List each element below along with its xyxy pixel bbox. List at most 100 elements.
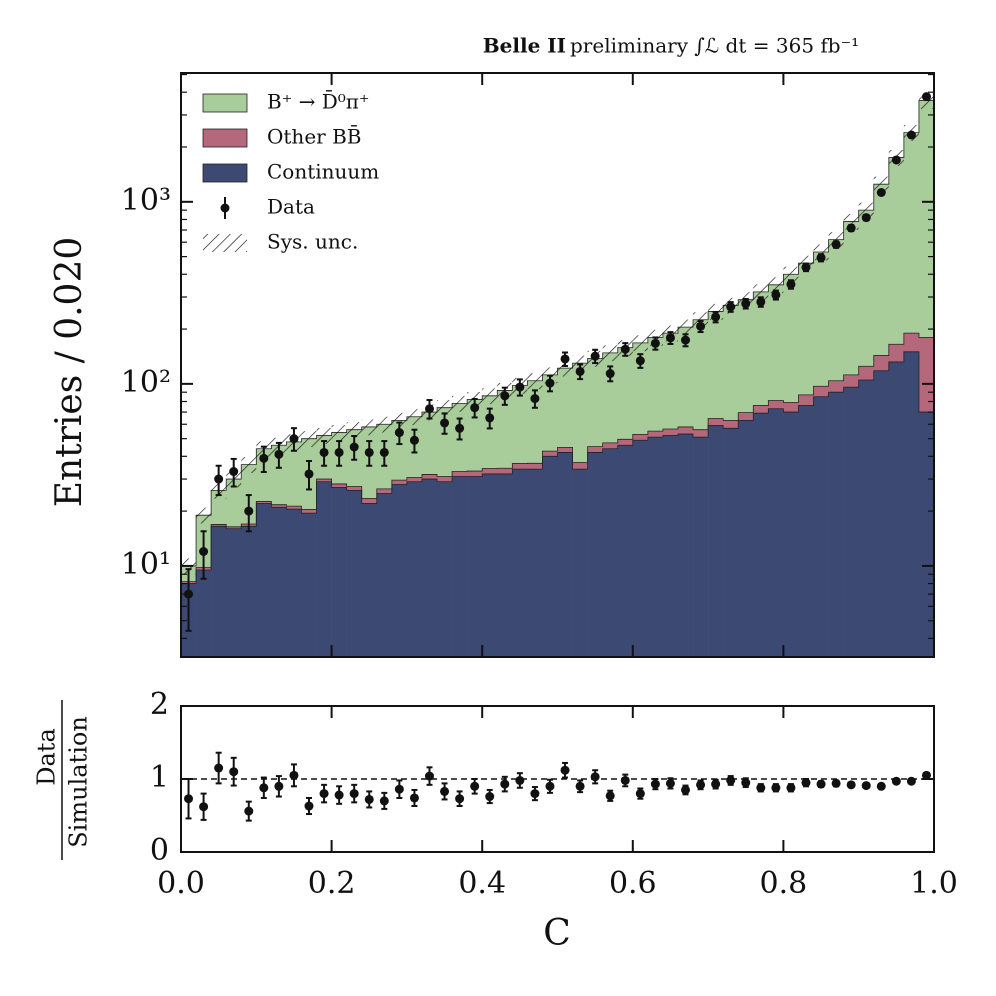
overlay: 10¹ 10² 10³ B⁺ → D̄⁰π⁺ Other BB̄ Continuum Dat… — [121, 73, 958, 901]
ratio-point — [696, 780, 706, 790]
stack-segment — [376, 493, 393, 657]
data-point — [485, 413, 495, 423]
stack-segment — [482, 468, 498, 474]
ratio-point — [635, 789, 645, 799]
data-point — [349, 442, 359, 452]
stack-segment — [346, 490, 363, 657]
stack-segment — [677, 434, 694, 657]
ratio-point — [786, 783, 796, 793]
stack-segment — [903, 333, 920, 352]
sys-unc-band — [783, 266, 799, 283]
sys-unc-band — [301, 431, 317, 447]
main-frame — [180, 72, 935, 658]
legend-swatch — [202, 93, 248, 113]
stack-segment — [376, 488, 393, 494]
data-point — [696, 321, 706, 331]
stack-segment — [421, 479, 438, 657]
stack-segment — [602, 442, 619, 449]
stack-segment — [286, 441, 302, 507]
data-point — [786, 279, 796, 289]
stack-segment — [828, 380, 844, 393]
y-tick-label: 10¹ — [121, 547, 171, 582]
sys-unc-band — [196, 507, 212, 524]
stack-segment — [632, 434, 649, 441]
stack-segment — [361, 503, 378, 657]
stack-segment — [542, 456, 558, 657]
stack-segment — [677, 426, 694, 435]
stack-segment — [391, 484, 408, 657]
annotation: preliminary ∫ℒ dt = 365 fb⁻¹ — [570, 34, 859, 58]
stack-segment — [903, 351, 920, 657]
ratio-point — [575, 781, 585, 791]
stack-segment — [602, 448, 619, 657]
sys-unc-band — [768, 277, 784, 294]
sys-unc-band — [437, 400, 453, 417]
data-point — [274, 449, 284, 459]
ratio-point — [921, 770, 931, 780]
sys-unc-band — [361, 419, 377, 436]
stack-segment — [226, 526, 242, 529]
stack-segment — [557, 447, 573, 453]
ratio-point — [229, 767, 239, 777]
stack-segment — [256, 448, 272, 502]
stack-segment — [497, 390, 513, 469]
x-tick-label: 0.2 — [308, 866, 356, 901]
data-point — [319, 447, 329, 457]
y-axis-label: Entries / 0.020 — [49, 237, 90, 508]
ratio-point — [771, 783, 781, 793]
stack-segment — [316, 479, 332, 482]
stack-segment — [693, 437, 709, 657]
stack-segment — [527, 463, 543, 470]
stack-segment — [286, 506, 302, 510]
sys-unc-band — [376, 416, 392, 433]
stack-segment — [873, 184, 890, 356]
data-point — [500, 391, 510, 401]
data-point — [394, 428, 404, 438]
sys-unc-band — [557, 360, 573, 377]
data-point — [304, 469, 314, 479]
data-point — [575, 366, 585, 376]
stack-segment — [918, 412, 934, 657]
ratio-point — [590, 772, 600, 782]
stack-segment — [813, 396, 829, 657]
stack-segment — [512, 463, 528, 470]
stack-segment — [196, 569, 212, 657]
stack-segment — [647, 437, 664, 657]
ratio-point — [831, 778, 841, 788]
data-point — [440, 418, 450, 428]
ratio-point — [379, 796, 389, 806]
sys-unc-band — [331, 425, 347, 441]
y-tick-label: 2 — [150, 687, 169, 722]
y-tick-label: 10² — [121, 365, 171, 400]
ratio-plot — [181, 751, 934, 822]
stack-segment — [708, 311, 724, 419]
stack-segment — [662, 435, 679, 657]
data-point — [831, 239, 841, 249]
stack-segment — [888, 157, 905, 345]
sys-unc-band — [632, 335, 648, 352]
sys-unc-band — [406, 409, 422, 426]
legend-swatch — [202, 163, 248, 183]
stack-segment — [662, 429, 679, 436]
sys-unc-band — [346, 422, 362, 439]
stack-segment — [512, 469, 528, 657]
stack-segment — [753, 413, 769, 657]
stack-outline — [181, 332, 934, 583]
data-point — [711, 312, 721, 322]
data-point — [409, 435, 419, 445]
ratio-point — [409, 793, 419, 803]
stack-segment — [632, 342, 649, 435]
stack-segment — [406, 481, 423, 657]
data-point — [259, 453, 269, 463]
stack-segment — [211, 524, 227, 527]
stack-segment — [798, 405, 814, 657]
stack-segment — [572, 469, 588, 657]
ratio-point — [605, 791, 615, 801]
stack-segment — [783, 412, 799, 657]
sys-unc-band — [316, 428, 332, 444]
ratio-point — [876, 781, 886, 791]
data-point — [771, 290, 781, 300]
stack-segment — [331, 487, 347, 657]
stack-segment — [828, 239, 844, 381]
